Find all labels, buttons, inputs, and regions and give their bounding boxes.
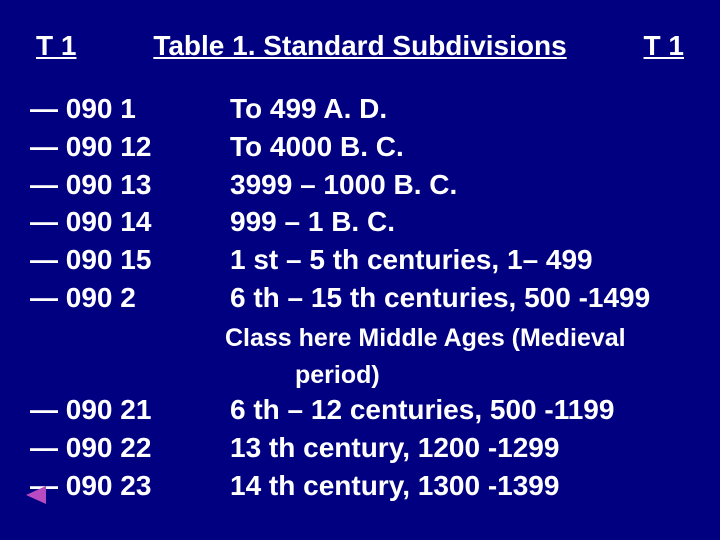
row-code: — 090 14	[30, 203, 230, 241]
row-code: — 090 13	[30, 166, 230, 204]
table-row: — 090 21 6 th – 12 centuries, 500 -1199	[30, 391, 690, 429]
row-code: — 090 22	[30, 429, 230, 467]
rows-group-2: — 090 21 6 th – 12 centuries, 500 -1199 …	[25, 391, 695, 504]
table-row: — 090 23 14 th century, 1300 -1399	[30, 467, 690, 505]
table-header: T 1 Table 1. Standard Subdivisions T 1	[25, 30, 695, 62]
row-code: — 090 21	[30, 391, 230, 429]
table-row: — 090 1 To 499 A. D.	[30, 90, 690, 128]
table-row: — 090 14 999 – 1 B. C.	[30, 203, 690, 241]
row-desc: 6 th – 12 centuries, 500 -1199	[230, 391, 690, 429]
back-arrow-icon	[26, 486, 46, 504]
row-code: — 090 15	[30, 241, 230, 279]
row-desc: 6 th – 15 th centuries, 500 -1499	[230, 279, 690, 317]
row-code: — 090 1	[30, 90, 230, 128]
table-row: — 090 13 3999 – 1000 B. C.	[30, 166, 690, 204]
rows-group-1: — 090 1 To 499 A. D. — 090 12 To 4000 B.…	[25, 90, 695, 317]
table-row: — 090 15 1 st – 5 th centuries, 1– 499	[30, 241, 690, 279]
header-right-label: T 1	[638, 30, 690, 62]
row-code: — 090 23	[30, 467, 230, 505]
row-desc: 3999 – 1000 B. C.	[230, 166, 690, 204]
table-row: — 090 22 13 th century, 1200 -1299	[30, 429, 690, 467]
header-left-label: T 1	[30, 30, 82, 62]
class-note-line2: period)	[25, 360, 695, 391]
row-code: — 090 12	[30, 128, 230, 166]
table-row: — 090 2 6 th – 15 th centuries, 500 -149…	[30, 279, 690, 317]
table-row: — 090 12 To 4000 B. C.	[30, 128, 690, 166]
row-code: — 090 2	[30, 279, 230, 317]
row-desc: To 4000 B. C.	[230, 128, 690, 166]
row-desc: 1 st – 5 th centuries, 1– 499	[230, 241, 690, 279]
row-desc: 14 th century, 1300 -1399	[230, 467, 690, 505]
class-note-line1: Class here Middle Ages (Medieval	[25, 323, 695, 354]
row-desc: To 499 A. D.	[230, 90, 690, 128]
table-title: Table 1. Standard Subdivisions	[153, 30, 566, 62]
row-desc: 999 – 1 B. C.	[230, 203, 690, 241]
row-desc: 13 th century, 1200 -1299	[230, 429, 690, 467]
